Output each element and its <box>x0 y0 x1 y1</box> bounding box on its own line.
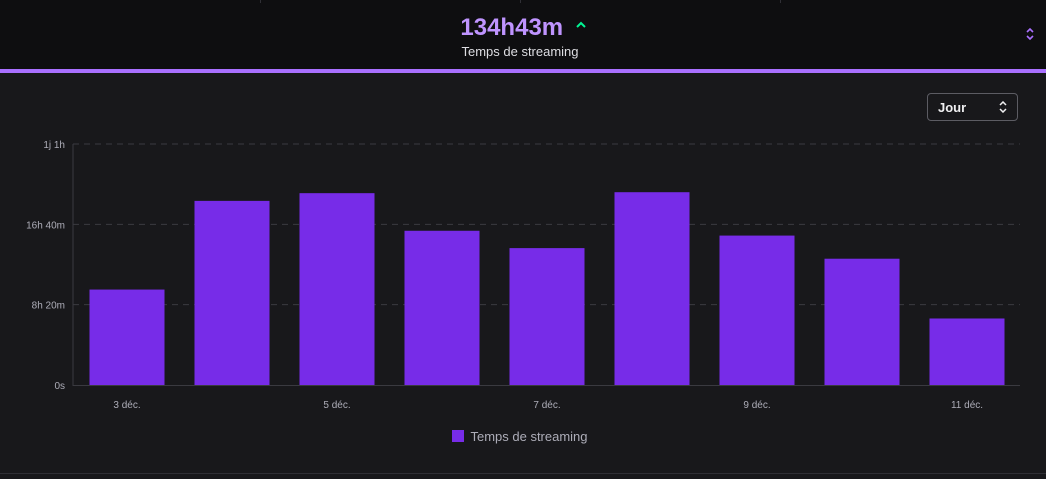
bar <box>509 248 585 385</box>
x-tick-label: 3 déc. <box>113 400 140 411</box>
bar <box>824 258 900 385</box>
selected-tab-indicator <box>0 69 1046 73</box>
metric-label: Temps de streaming <box>461 44 579 59</box>
x-tick-label: 9 déc. <box>743 400 770 411</box>
metric-row: 134h43m <box>0 13 1046 43</box>
x-tick-label: 11 déc. <box>951 400 983 411</box>
sort-arrows-icon[interactable] <box>1026 27 1034 41</box>
period-select[interactable]: Jour <box>927 93 1018 121</box>
y-tick-label: 0s <box>54 381 65 392</box>
period-select-value: Jour <box>938 100 967 115</box>
chevron-up-icon <box>575 21 586 28</box>
bar <box>89 289 165 385</box>
tab-divider <box>780 0 781 3</box>
metric-value: 134h43m <box>460 14 564 41</box>
chevron-up-down-icon <box>999 101 1007 113</box>
y-tick-label: 1j 1h <box>43 140 65 151</box>
y-tick-label: 16h 40m <box>26 220 65 231</box>
tab-divider <box>260 0 261 3</box>
metric-tab[interactable]: 134h43m Temps de streaming <box>0 3 1046 69</box>
x-tick-label: 7 déc. <box>533 400 560 411</box>
legend-swatch <box>452 430 465 442</box>
bottom-divider <box>0 473 1046 474</box>
bar <box>929 318 1005 385</box>
top-strip <box>0 0 1046 3</box>
y-tick-label: 8h 20m <box>32 301 65 312</box>
bar <box>404 230 480 385</box>
bar <box>194 200 270 385</box>
legend-label: Temps de streaming <box>470 429 588 444</box>
bar <box>719 235 795 385</box>
chart-legend: Temps de streaming <box>0 429 1040 445</box>
bar <box>299 193 375 385</box>
x-tick-label: 5 déc. <box>323 400 350 411</box>
bar <box>614 192 690 385</box>
tab-divider <box>520 0 521 3</box>
